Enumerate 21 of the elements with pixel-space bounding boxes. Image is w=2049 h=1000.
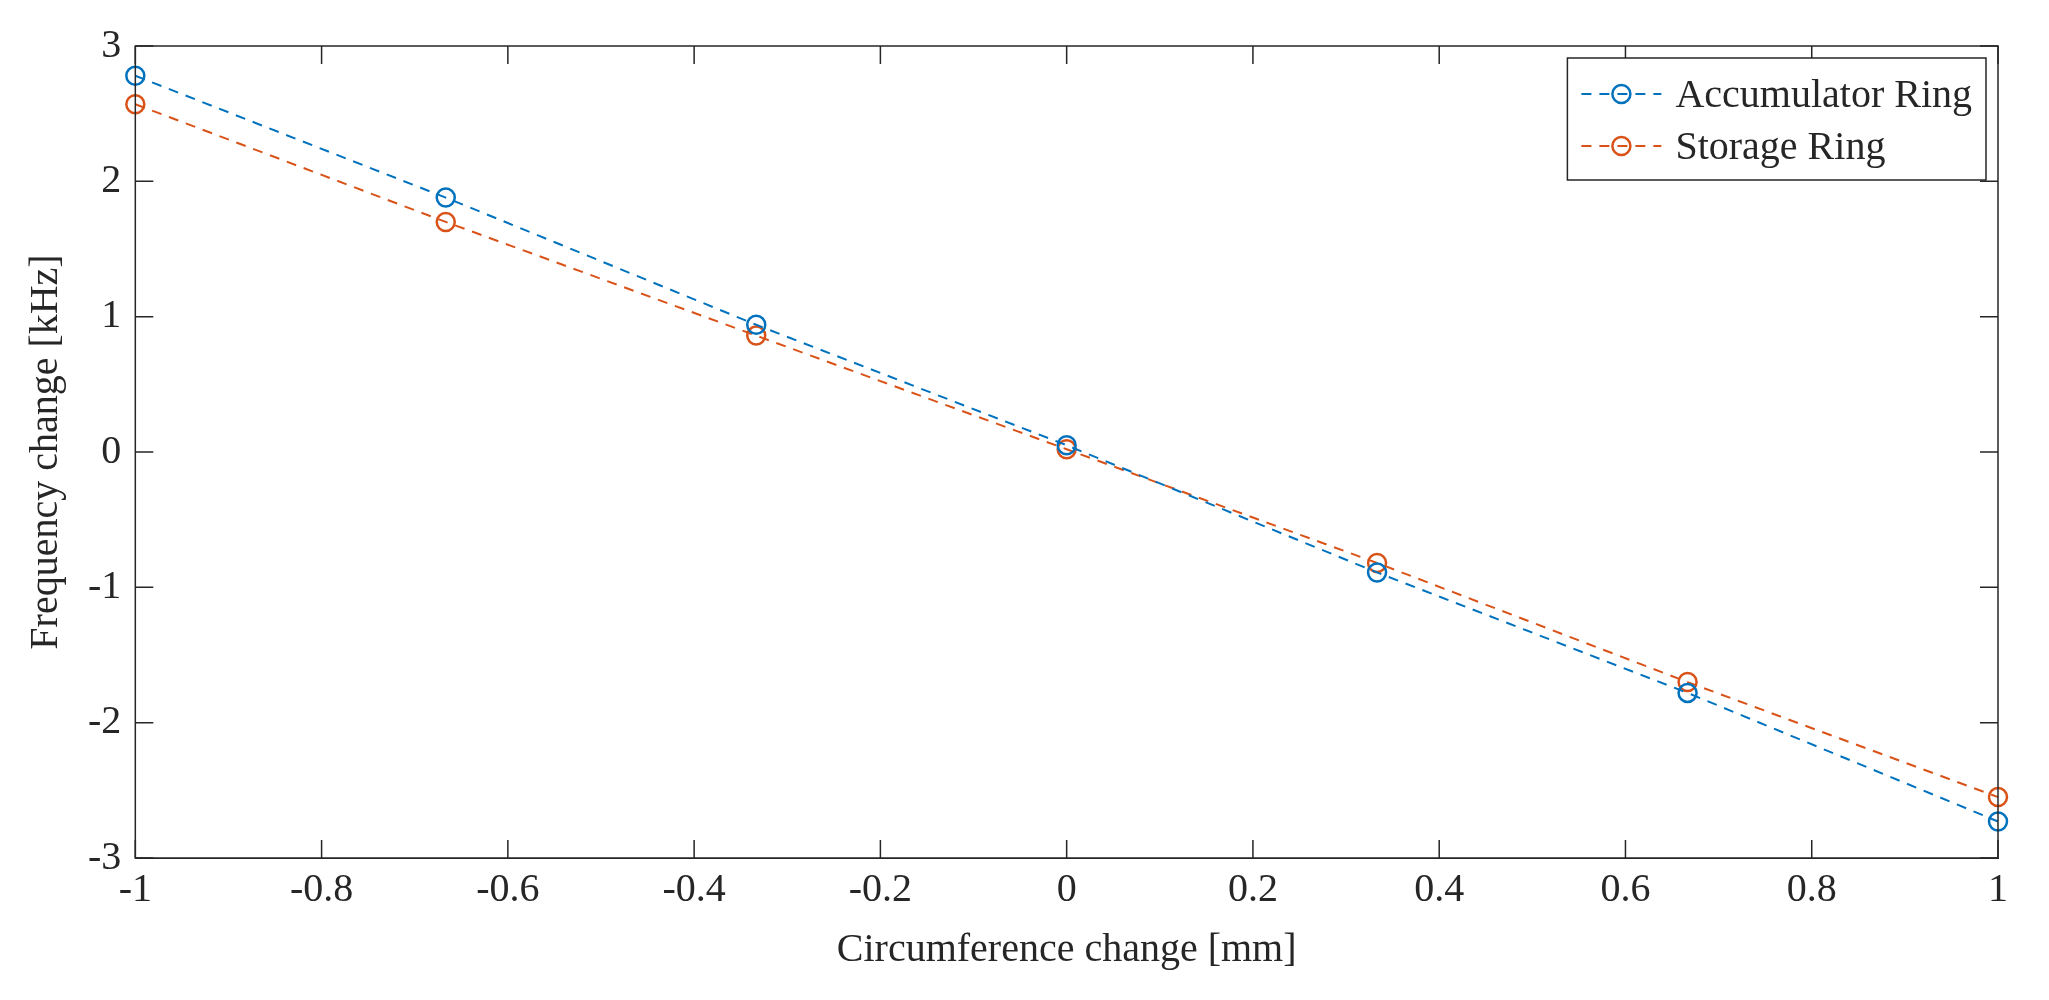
y-axis-title: Frequency change [kHz] xyxy=(20,254,66,650)
x-tick-label: 0 xyxy=(1056,864,1077,910)
y-tick-label: 3 xyxy=(101,20,122,66)
x-tick-label: -0.2 xyxy=(848,864,913,910)
x-tick-label: 1 xyxy=(1988,864,2008,910)
x-tick-label: -0.4 xyxy=(662,864,726,910)
y-tick-label: 1 xyxy=(101,291,122,337)
x-tick-label: 0.6 xyxy=(1600,864,1651,910)
x-tick-label: 0.8 xyxy=(1786,864,1837,910)
x-tick-label: 0.2 xyxy=(1227,864,1278,910)
x-axis-title: Circumference change [mm] xyxy=(836,924,1297,970)
legend-label: Accumulator Ring xyxy=(1675,70,1973,116)
x-tick-label: -0.6 xyxy=(476,864,540,910)
y-tick-label: -2 xyxy=(87,697,122,743)
y-tick-label: 0 xyxy=(101,426,122,472)
x-tick-label: -0.8 xyxy=(289,864,354,910)
y-tick-label: -3 xyxy=(87,832,122,878)
x-tick-label: 0.4 xyxy=(1414,864,1465,910)
y-tick-label: -1 xyxy=(87,561,122,607)
y-tick-label: 2 xyxy=(101,155,122,201)
legend-label: Storage Ring xyxy=(1675,122,1886,168)
